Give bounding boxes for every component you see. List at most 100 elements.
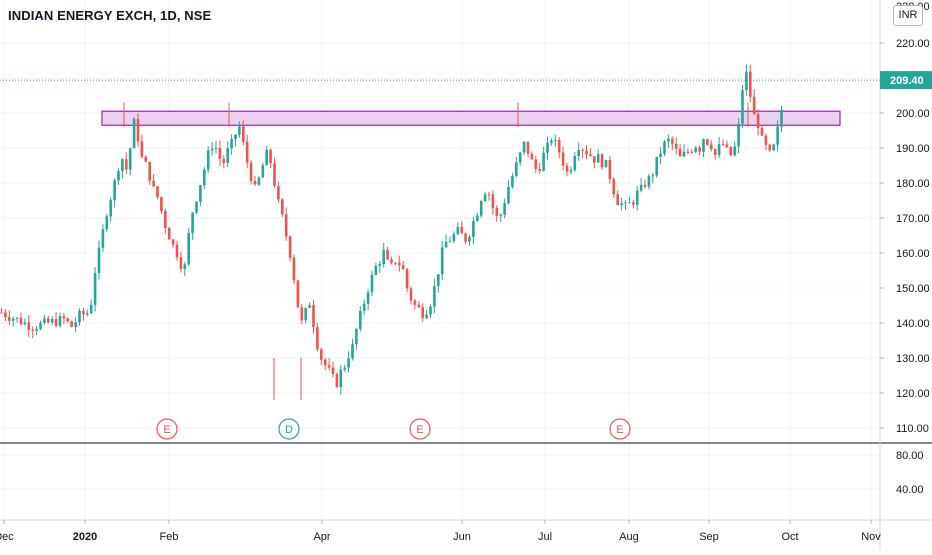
candle-body (164, 211, 167, 229)
earnings-marker[interactable]: E (156, 418, 178, 440)
candle-body (737, 123, 740, 147)
candle-body (417, 304, 421, 308)
candles (0, 64, 783, 400)
resistance-zone-rectangle[interactable] (101, 110, 841, 126)
candle-body (203, 169, 206, 186)
candle-body (109, 200, 112, 217)
last-price-badge[interactable] (880, 71, 932, 90)
candle-body (530, 153, 534, 160)
candle-body (97, 247, 101, 274)
candle-body (93, 273, 97, 305)
time-axis-label: Jun (453, 531, 471, 543)
price-axis-label: 180.00 (896, 178, 930, 190)
candle-body (355, 329, 358, 345)
candle-body (144, 156, 148, 162)
candle-body (456, 226, 460, 235)
event-marker-label: E (163, 424, 170, 436)
candle-body (674, 143, 678, 149)
candle-body (167, 228, 171, 240)
candle-body (710, 144, 713, 150)
candle-body (745, 71, 748, 91)
earnings-marker[interactable]: E (609, 418, 631, 440)
candle-body (452, 234, 456, 242)
candle-body (199, 185, 202, 202)
candle-body (238, 126, 241, 135)
time-axis-label: Aug (619, 531, 639, 543)
candle-body (128, 148, 132, 170)
candle-body (261, 165, 265, 178)
candle-body (663, 141, 666, 154)
candle-body (534, 159, 538, 170)
candle-body (35, 329, 38, 331)
candle-body (776, 126, 779, 145)
candle-body (561, 152, 565, 166)
candle-body (464, 233, 467, 242)
candle-body (226, 148, 229, 163)
candle-body (433, 286, 436, 307)
candle-body (678, 148, 682, 157)
volume-axis-label: 80.00 (896, 450, 924, 462)
candle-body (74, 322, 77, 328)
candle-body (503, 203, 506, 215)
candle-body (148, 161, 151, 181)
candle-body (686, 151, 690, 153)
candle-body (394, 262, 397, 264)
candle-body (62, 316, 66, 319)
candle-body (639, 184, 643, 191)
candle-body (273, 163, 276, 186)
currency-button[interactable]: INR (893, 5, 923, 26)
price-axis-label: 150.00 (896, 283, 930, 295)
candle-body (366, 292, 370, 304)
candle-body (409, 288, 413, 301)
candle-body (82, 310, 85, 315)
candle-body (741, 90, 744, 124)
price-axis-label: 200.00 (896, 108, 930, 120)
candle-body (721, 144, 725, 146)
candle-body (292, 257, 296, 281)
candle-body (187, 233, 190, 265)
candle-body (195, 201, 198, 213)
candle-body (386, 250, 389, 260)
candle-body (573, 156, 577, 171)
candle-body (725, 144, 729, 147)
candle-body (277, 185, 280, 200)
resistance-zone-layer[interactable] (101, 110, 841, 126)
dividend-marker[interactable]: D (278, 418, 300, 440)
price-axis-label: 140.00 (896, 318, 930, 330)
candle-body (764, 135, 768, 145)
candle-body (780, 109, 783, 127)
candle-body (507, 186, 510, 204)
candle-body (210, 148, 214, 151)
earnings-marker[interactable]: E (409, 418, 431, 440)
candle-body (760, 128, 764, 136)
event-marker-circle (278, 418, 300, 440)
candle-body (242, 126, 245, 142)
candle-body (729, 146, 733, 156)
candle-body (327, 365, 331, 368)
candle-body (304, 308, 307, 321)
candle-body (495, 207, 499, 217)
candle-body (19, 317, 23, 325)
candle-body (655, 156, 658, 176)
candle-body (269, 149, 272, 164)
candle-body (132, 119, 136, 149)
candle-body (671, 138, 674, 144)
candle-body (546, 142, 549, 153)
candle-body (756, 114, 760, 129)
candle-body (312, 305, 315, 328)
candle-body (230, 139, 233, 149)
candle-body (300, 307, 304, 321)
candle-body (347, 358, 350, 368)
candle-body (50, 319, 54, 323)
candle-body (483, 194, 487, 201)
candle-body (374, 265, 378, 275)
candle-body (370, 274, 374, 293)
candle-body (89, 304, 93, 314)
candle-body (752, 96, 756, 115)
price-axis-label: 160.00 (896, 248, 930, 260)
candle-body (518, 152, 522, 163)
candle-body (476, 215, 479, 222)
